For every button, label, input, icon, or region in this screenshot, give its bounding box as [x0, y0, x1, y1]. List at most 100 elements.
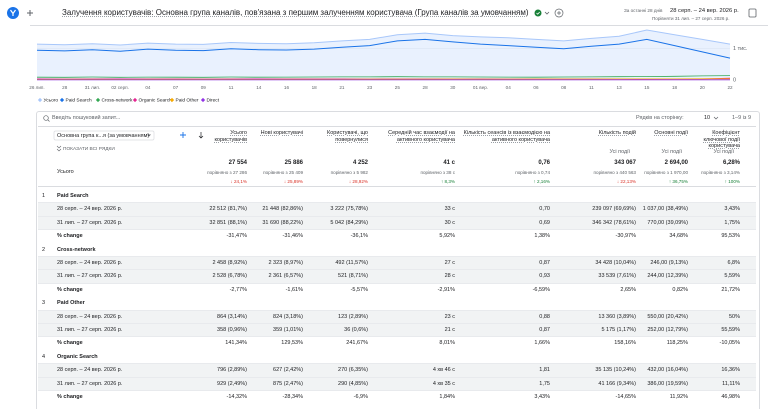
rows-per-page-label: Рядків на сторінку:	[636, 115, 684, 121]
add-icon[interactable]	[27, 10, 33, 16]
cell: 129,53%	[281, 340, 303, 347]
row-background	[38, 282, 756, 298]
legend-item[interactable]: Organic Search	[132, 98, 172, 104]
dropdown-icon[interactable]	[544, 11, 550, 15]
legend-swatch	[95, 97, 101, 103]
cell: -1,61%	[285, 286, 303, 293]
x-tick-label: 08	[561, 85, 567, 90]
cell: 11,11%	[722, 380, 740, 387]
x-tick-label: 21	[339, 85, 345, 90]
x-tick-label: 01 вер.	[473, 85, 488, 90]
row-background	[38, 309, 756, 324]
cell: 28 с	[444, 273, 455, 280]
cell: 32 851 (88,1%)	[209, 219, 247, 226]
dimension-header[interactable]: Основна група к...я (за умовчанням)	[57, 132, 150, 139]
row-label: % change	[57, 233, 83, 240]
cell: 1,75%	[724, 219, 740, 226]
cell: 41 166 (9,34%)	[598, 380, 636, 387]
add-compare[interactable]	[554, 8, 564, 18]
legend-item[interactable]: Paid Search	[59, 98, 92, 104]
column-header: Середній час взаємодії на активного кори…	[388, 130, 455, 143]
cell: 3 222 (75,78%)	[330, 206, 368, 213]
line	[36, 78, 730, 80]
legend-item[interactable]: Direct	[200, 97, 220, 104]
cell: 252,00 (12,79%)	[647, 327, 688, 333]
x-tick-label: 15	[644, 85, 650, 90]
total-value: 25 886	[284, 160, 303, 166]
edit-icon[interactable]	[748, 8, 757, 18]
x-tick-label: 20	[700, 85, 706, 90]
top-bar	[7, 7, 768, 26]
x-tick-label: 28	[423, 85, 429, 90]
cell: -2,77%	[229, 286, 247, 293]
show-all-rows[interactable]: ПОКАЗАТИ ВСІ РЯДКИ	[63, 146, 115, 152]
total-value: 2 694,00	[664, 160, 688, 166]
cell: 6,8%	[727, 260, 740, 266]
cell: 3,43%	[724, 206, 740, 213]
column-header: Нові користувачі	[260, 130, 303, 136]
date-range[interactable]: 28 серп. – 24 вер. 2026 р.	[670, 7, 739, 14]
legend-label: Cross-network	[102, 98, 134, 104]
cell: 359 (1,01%)	[273, 327, 303, 333]
cell: 34 428 (10,04%)	[595, 260, 636, 266]
group-name: Cross-network	[57, 246, 96, 253]
x-tick-label: 31 лип.	[85, 85, 100, 90]
row-background	[38, 376, 756, 391]
cell: 492 (11,57%)	[335, 260, 368, 266]
cell: -2,91%	[437, 286, 455, 293]
period-label: За останні 28 днів	[624, 8, 663, 13]
x-tick-label: 16	[284, 85, 290, 90]
cell: -36,1%	[350, 233, 368, 240]
row-background	[38, 336, 756, 351]
cell: 239 097 (69,69%)	[592, 206, 636, 213]
cell: 95,53%	[721, 233, 740, 240]
cell: 346 342 (78,61%)	[592, 219, 636, 226]
avatar-icon	[10, 9, 16, 16]
x-tick-label: 25	[395, 85, 401, 90]
total-value: 0,76	[538, 160, 550, 166]
total-change: ↑ 8,3%	[440, 178, 455, 184]
cell: -14,65%	[615, 394, 637, 400]
row-label: 28 серп. – 24 вер. 2026 р.	[57, 313, 123, 320]
legend-swatch	[200, 97, 206, 103]
compare-range: Порівняти 31 лип. – 27 серп. 2026 р.	[652, 15, 730, 21]
cell: 5,59%	[724, 273, 740, 280]
x-tick-label: 22	[727, 85, 733, 90]
cell: -31,46%	[282, 233, 304, 240]
total-change: ↑ 36,75%	[668, 178, 688, 184]
rows-per-page[interactable]: 10	[704, 115, 711, 121]
cell: 796 (2,89%)	[217, 367, 247, 374]
legend-label: Paid Other	[176, 98, 199, 104]
cell: 158,16%	[614, 340, 636, 347]
legend-item[interactable]: Cross-network	[95, 97, 134, 104]
cell: 4 хв 46 с	[432, 367, 455, 374]
line	[36, 75, 731, 78]
x-tick-label: 07	[173, 85, 179, 90]
cell: -10,05%	[719, 340, 741, 347]
cell: 0,88	[539, 313, 550, 320]
total-compare: порівняно з 1 970,00	[644, 170, 688, 175]
cell: 23 с	[444, 313, 455, 320]
legend-item[interactable]: Усього	[37, 98, 59, 104]
cell: 824 (3,18%)	[273, 313, 303, 320]
row-label: 28 серп. – 24 вер. 2026 р.	[57, 367, 123, 374]
row-background	[38, 363, 756, 378]
cell: 2 361 (6,57%)	[268, 273, 303, 280]
row-label: % change	[57, 394, 83, 400]
cell: 246,00 (9,13%)	[650, 260, 688, 266]
cell: 2 528 (6,78%)	[212, 273, 247, 280]
cell: 5 175 (1,17%)	[601, 327, 636, 333]
total-compare: порівняно з 25 409	[263, 170, 303, 175]
column-header: Усього користувачів	[214, 130, 247, 143]
search-input[interactable]: Введіть пошуковий запит...	[52, 115, 121, 121]
cell: 33 с	[444, 206, 455, 213]
area	[37, 30, 730, 80]
cell: 0,82%	[672, 286, 688, 293]
cell: -28,34%	[282, 394, 304, 400]
legend-label: Direct	[207, 98, 220, 104]
x-tick-label: 23	[367, 85, 373, 90]
total-compare: порівняно з 27 286	[207, 170, 247, 175]
legend-item[interactable]: Paid Other	[169, 98, 199, 104]
cell: 432,00 (16,04%)	[647, 367, 688, 374]
cell: 241,67%	[346, 340, 368, 347]
